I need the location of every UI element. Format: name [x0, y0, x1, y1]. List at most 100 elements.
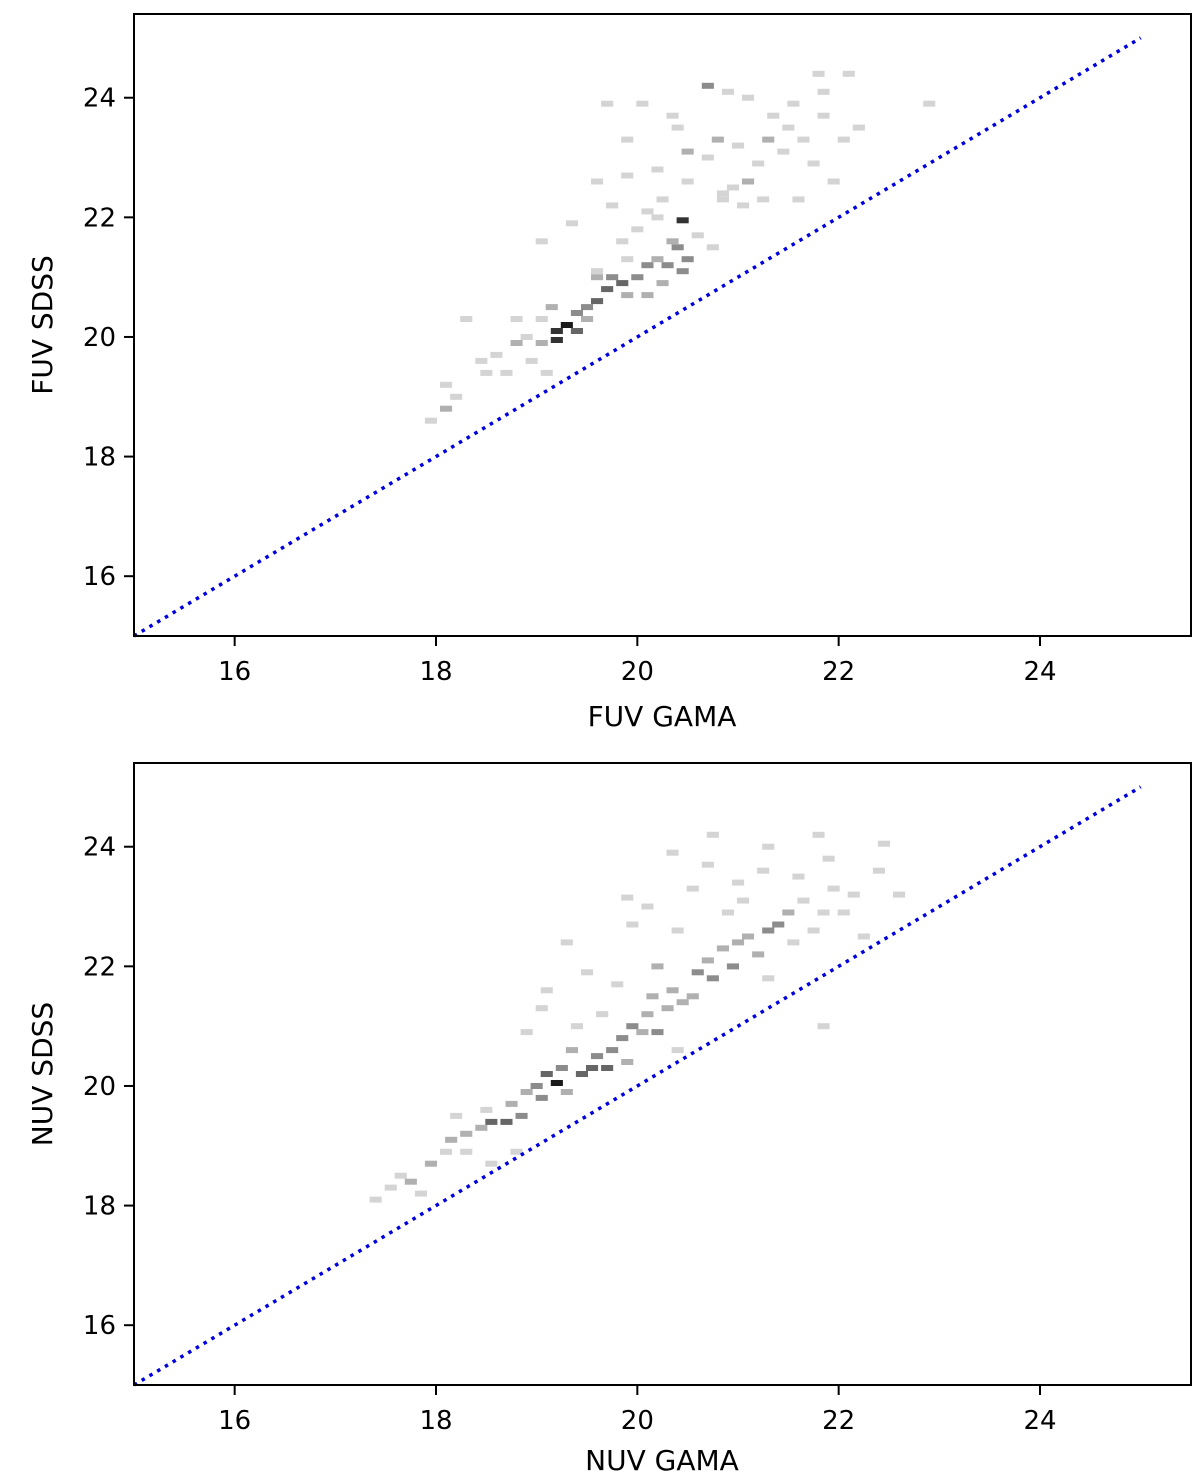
fuv-heatmap-cell	[701, 154, 714, 161]
nuv-heatmap-cell	[520, 1089, 533, 1095]
nuv-x-tick-label: 20	[621, 1406, 654, 1436]
fuv-heatmap-cell	[656, 280, 669, 287]
nuv-heatmap-cell	[666, 849, 679, 856]
fuv-plot-area	[134, 14, 1191, 636]
nuv-heatmap-cell	[626, 1023, 639, 1030]
nuv-heatmap-cell	[636, 1029, 649, 1036]
nuv-heatmap-cell	[485, 1118, 498, 1125]
nuv-heatmap-cell	[893, 891, 906, 898]
fuv-heatmap-cell	[440, 381, 453, 388]
fuv-heatmap-cell	[837, 136, 850, 143]
nuv-heatmap-cell	[651, 963, 664, 970]
nuv-x-axis-label: NUV GAMA	[585, 1444, 739, 1476]
nuv-heatmap-cell	[716, 945, 729, 952]
fuv-heatmap-cell	[701, 82, 714, 89]
fuv-heatmap-cell	[842, 70, 855, 77]
fuv-heatmap-cell	[616, 238, 629, 245]
nuv-heatmap-cell	[480, 1106, 493, 1113]
fuv-x-tick-label: 22	[822, 657, 855, 687]
nuv-heatmap-cell	[847, 891, 860, 898]
fuv-heatmap-cell	[591, 298, 604, 305]
nuv-heatmap-cell	[686, 885, 699, 892]
nuv-heatmap-cell	[616, 1035, 629, 1042]
fuv-heatmap-cell	[631, 226, 644, 233]
nuv-heatmap-cell	[404, 1178, 417, 1185]
fuv-heatmap-cell	[601, 286, 614, 293]
fuv-heatmap-cell	[621, 172, 634, 179]
nuv-heatmap-cell	[721, 909, 734, 916]
fuv-x-tick-label: 18	[419, 657, 452, 687]
nuv-heatmap-cell	[560, 939, 573, 946]
fuv-heatmap-cell	[565, 220, 578, 227]
fuv-heatmap-cell	[621, 256, 634, 263]
fuv-heatmap-cell	[550, 328, 563, 334]
nuv-heatmap-cell	[369, 1196, 382, 1203]
fuv-heatmap-cell	[807, 160, 820, 167]
nuv-heatmap-cell	[762, 975, 775, 982]
fuv-heatmap-cell	[581, 304, 594, 311]
fuv-heatmap-cell	[540, 369, 553, 376]
nuv-heatmap-cell	[440, 1148, 453, 1155]
fuv-heatmap-cell	[545, 304, 558, 311]
nuv-plot-area	[134, 763, 1191, 1385]
fuv-x-tick-label: 20	[621, 657, 654, 687]
nuv-heatmap-cell	[570, 1023, 583, 1030]
nuv-heatmap-cell	[641, 1011, 654, 1018]
fuv-y-tick-label: 16	[83, 562, 116, 592]
fuv-heatmap-cell	[732, 142, 745, 149]
nuv-heatmap-cell	[646, 993, 659, 1000]
fuv-heatmap-cells	[424, 70, 936, 424]
nuv-heatmap-cell	[560, 1089, 573, 1095]
fuv-plot-frame	[133, 13, 1192, 637]
fuv-heatmap-cell	[510, 316, 523, 322]
nuv-heatmap-cell	[792, 873, 805, 880]
fuv-heatmap-cell	[581, 316, 594, 322]
nuv-heatmap-cell	[797, 897, 810, 904]
fuv-heatmap-cell	[591, 178, 604, 185]
nuv-heatmap-cell	[872, 867, 885, 874]
fuv-heatmap-cell	[817, 88, 830, 95]
nuv-heatmap-cell	[575, 1071, 588, 1077]
nuv-heatmap-cell	[485, 1160, 498, 1167]
fuv-heatmap-cell	[440, 405, 453, 412]
fuv-heatmap-cell	[827, 178, 840, 185]
fuv-heatmap-cell	[671, 124, 684, 131]
fuv-heatmap-cell	[676, 268, 689, 275]
nuv-heatmap-cell	[535, 1005, 548, 1012]
fuv-heatmap-cell	[520, 334, 533, 340]
nuv-heatmap-cell	[686, 993, 699, 1000]
nuv-heatmap-cell	[621, 894, 634, 901]
fuv-y-axis-label: FUV SDSS	[26, 255, 59, 395]
fuv-y-axis: 16 18 20 22 24	[83, 84, 134, 592]
nuv-heatmap-cell	[641, 903, 654, 910]
fuv-heatmap-cell	[742, 94, 755, 101]
nuv-x-tick-label: 24	[1023, 1406, 1056, 1436]
nuv-y-axis: 16 18 20 22 24	[83, 833, 134, 1341]
fuv-heatmap-cell	[606, 274, 619, 281]
fuv-heatmap-cell	[762, 136, 775, 143]
nuv-heatmap-cell	[757, 867, 770, 874]
nuv-heatmap-cell	[445, 1136, 458, 1143]
nuv-heatmap-cell	[807, 927, 820, 934]
nuv-heatmap-cell	[565, 1047, 578, 1054]
nuv-heatmap-cell	[732, 939, 745, 946]
nuv-plot-frame	[133, 762, 1192, 1386]
fuv-heatmap-cell	[782, 124, 795, 131]
fuv-heatmap-cell	[500, 369, 513, 376]
fuv-heatmap-cell	[797, 136, 810, 143]
nuv-heatmap-cell	[742, 933, 755, 940]
nuv-heatmap-cell	[596, 1011, 609, 1018]
nuv-heatmap-cell	[475, 1124, 488, 1131]
fuv-reference-line	[133, 36, 1142, 638]
nuv-panel: 16 18 20 22 24 16 18 20 22 24 NUV GAMA NUV SDSS	[26, 762, 1192, 1476]
nuv-heatmap-cell	[535, 1094, 548, 1101]
nuv-heatmap-cell	[424, 1160, 437, 1167]
nuv-heatmap-cell	[606, 1047, 619, 1054]
nuv-heatmap-cell	[877, 840, 890, 847]
nuv-heatmap-cell	[817, 909, 830, 916]
nuv-heatmap-cell	[530, 1083, 543, 1089]
fuv-heatmap-cell	[460, 316, 473, 322]
fuv-heatmap-cell	[852, 124, 865, 131]
fuv-heatmap-cell	[651, 214, 664, 221]
